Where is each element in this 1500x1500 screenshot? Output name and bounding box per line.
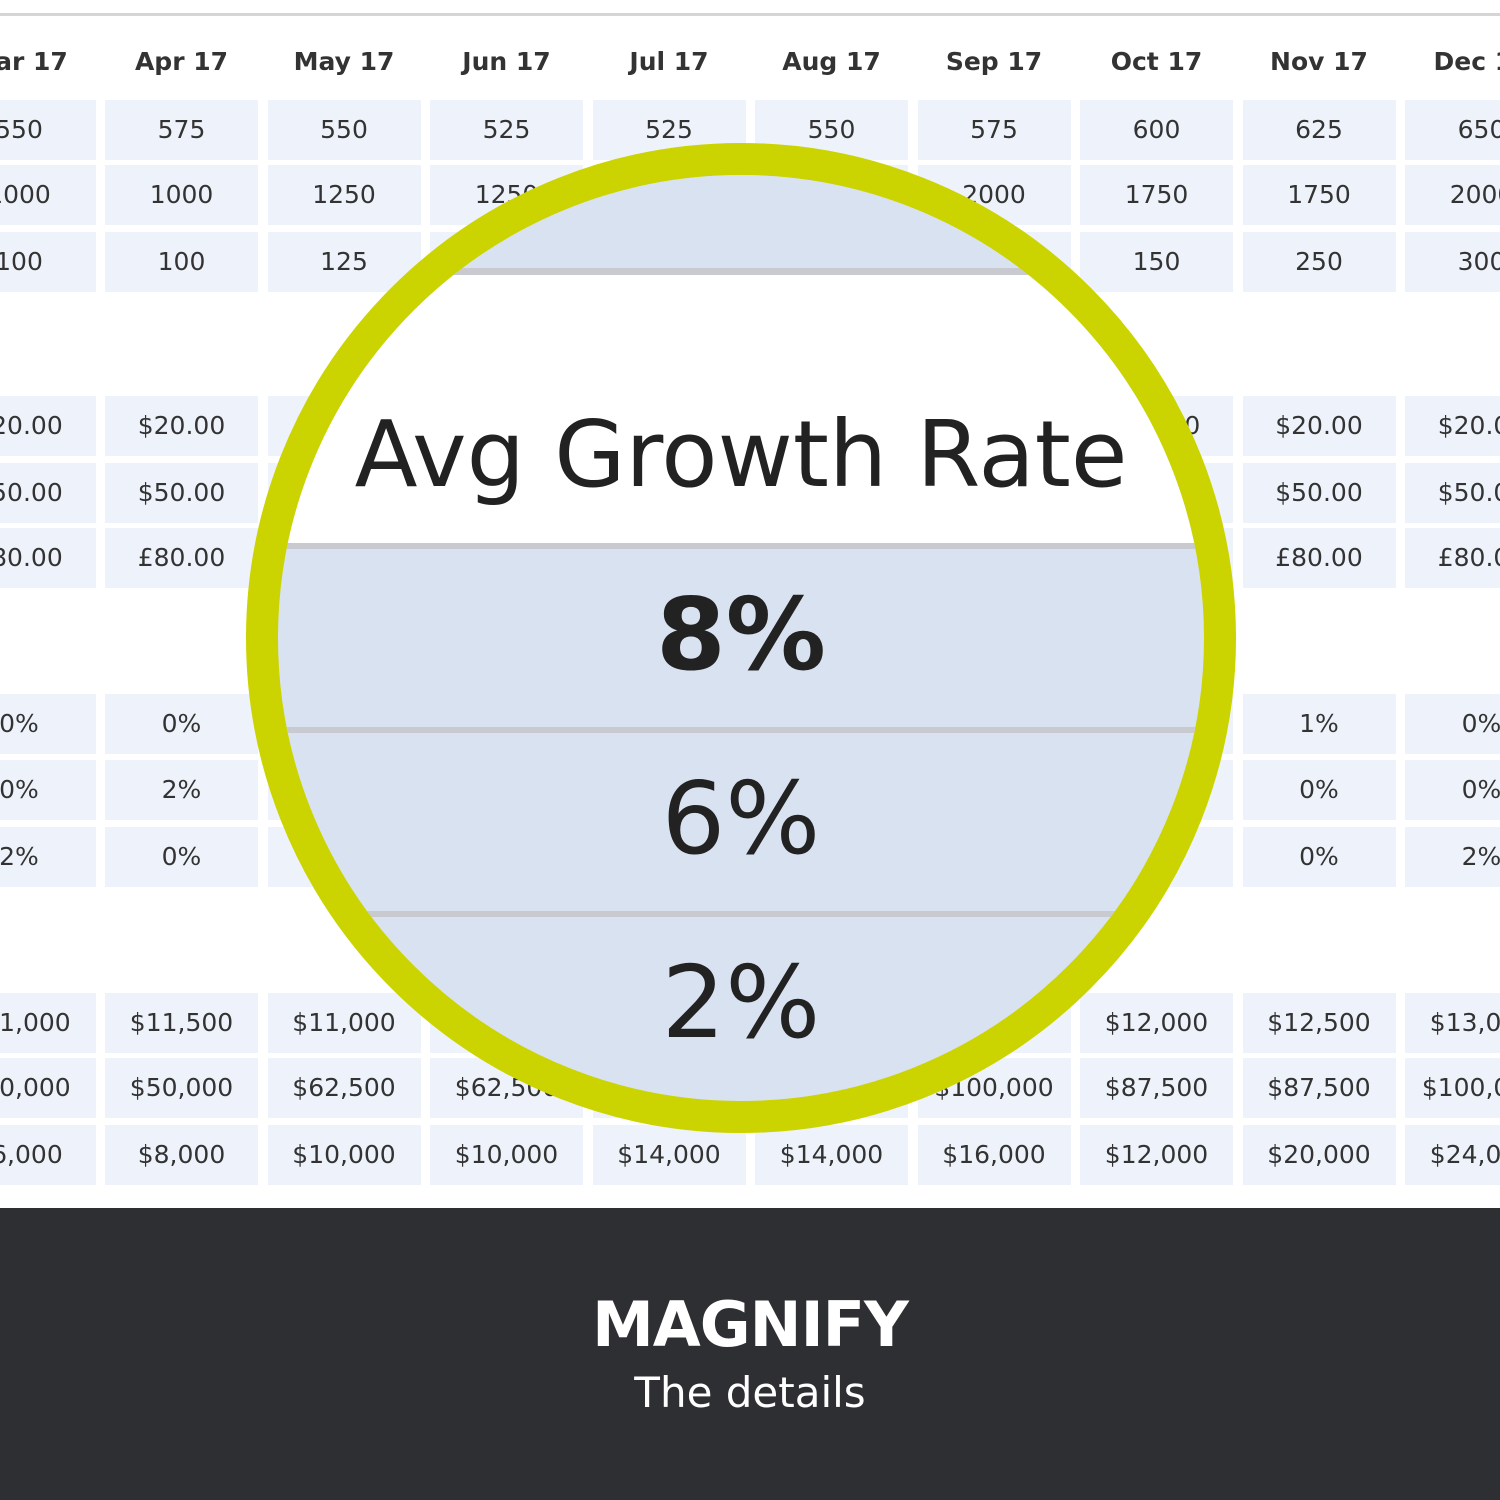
cell: $13,000: [1405, 993, 1500, 1053]
banner-subtitle: The details: [634, 1368, 866, 1417]
banner: MAGNIFY The details: [0, 1208, 1500, 1500]
cell: $11,000: [0, 993, 96, 1053]
cell: 625: [1242, 100, 1396, 160]
cell: 2000: [1405, 165, 1500, 225]
cell: $12,500: [1242, 993, 1396, 1053]
cell: 100: [0, 232, 96, 292]
magnifier: Avg Growth Rate 8% 6% 2%: [246, 143, 1236, 1133]
cell: $11,500: [105, 993, 258, 1053]
cell: 575: [105, 100, 258, 160]
cell: 550: [267, 100, 421, 160]
cell: $24,000: [1405, 1125, 1500, 1185]
cell: $20,000: [1242, 1125, 1396, 1185]
band: [278, 175, 1204, 268]
cell: $10,000: [267, 1125, 421, 1185]
cell: £80.00: [0, 528, 96, 588]
cell: 300: [1405, 232, 1500, 292]
cell: 0%: [1405, 760, 1500, 820]
cell: $10,000: [430, 1125, 583, 1185]
cell: 1%: [1242, 694, 1396, 754]
divider: [0, 13, 1500, 16]
cell: $12,000: [1080, 993, 1233, 1053]
cell: $87,500: [1242, 1058, 1396, 1118]
cell: 550: [0, 100, 96, 160]
cell: 1750: [1242, 165, 1396, 225]
cell: 600: [1080, 100, 1233, 160]
cell: 2%: [105, 760, 258, 820]
cell: 0%: [105, 827, 258, 887]
cell: 0%: [0, 760, 96, 820]
column-header: Apr 17: [134, 47, 229, 76]
cell: 2%: [1405, 827, 1500, 887]
cell: 250: [1242, 232, 1396, 292]
cell: 0%: [0, 694, 96, 754]
cell: $14,000: [755, 1125, 908, 1185]
magnified-value: 2%: [661, 944, 821, 1061]
cell: $12,000: [1080, 1125, 1233, 1185]
cell: 100: [105, 232, 258, 292]
column-header: Jul 17: [629, 47, 709, 76]
cell: $50,000: [105, 1058, 258, 1118]
divider: [278, 911, 1204, 917]
cell: 2%: [0, 827, 96, 887]
column-header: Sep 17: [945, 47, 1043, 76]
column-header: Mar 17: [0, 47, 68, 76]
magnified-title: Avg Growth Rate: [354, 401, 1128, 508]
cell: $50.00: [0, 463, 96, 523]
cell: 0%: [1242, 827, 1396, 887]
magnified-value: 8%: [656, 576, 826, 693]
cell: £80.00: [1405, 528, 1500, 588]
column-header: Dec 17: [1433, 47, 1500, 76]
cell: $100,000: [1405, 1058, 1500, 1118]
cell: 525: [430, 100, 583, 160]
cell: $87,500: [1080, 1058, 1233, 1118]
column-header: Jun 17: [462, 47, 551, 76]
cell: 0%: [105, 694, 258, 754]
cell: $20.00: [105, 396, 258, 456]
cell: £80.00: [105, 528, 258, 588]
column-header: Aug 17: [782, 47, 881, 76]
divider: [278, 543, 1204, 549]
cell: $50.00: [105, 463, 258, 523]
cell: $20.00: [1405, 396, 1500, 456]
cell: 575: [917, 100, 1071, 160]
cell: 650: [1405, 100, 1500, 160]
divider: [278, 727, 1204, 733]
divider: [278, 268, 1204, 275]
magnified-value: 6%: [661, 760, 821, 877]
cell: $62,500: [267, 1058, 421, 1118]
cell: £80.00: [1242, 528, 1396, 588]
cell: $6,000: [0, 1125, 96, 1185]
cell: 1000: [105, 165, 258, 225]
cell: $50,000: [0, 1058, 96, 1118]
cell: $16,000: [917, 1125, 1071, 1185]
cell: 0%: [1242, 760, 1396, 820]
cell: $50.00: [1242, 463, 1396, 523]
column-header: May 17: [293, 47, 395, 76]
cell: 1000: [0, 165, 96, 225]
column-header: Oct 17: [1110, 47, 1203, 76]
cell: $50.00: [1405, 463, 1500, 523]
cell: $20.00: [1242, 396, 1396, 456]
cell: $14,000: [592, 1125, 746, 1185]
cell: $20.00: [0, 396, 96, 456]
banner-title: MAGNIFY: [592, 1288, 909, 1361]
band: [278, 275, 1204, 543]
cell: $8,000: [105, 1125, 258, 1185]
cell: $11,000: [267, 993, 421, 1053]
cell: 0%: [1405, 694, 1500, 754]
column-header: Nov 17: [1270, 47, 1368, 76]
